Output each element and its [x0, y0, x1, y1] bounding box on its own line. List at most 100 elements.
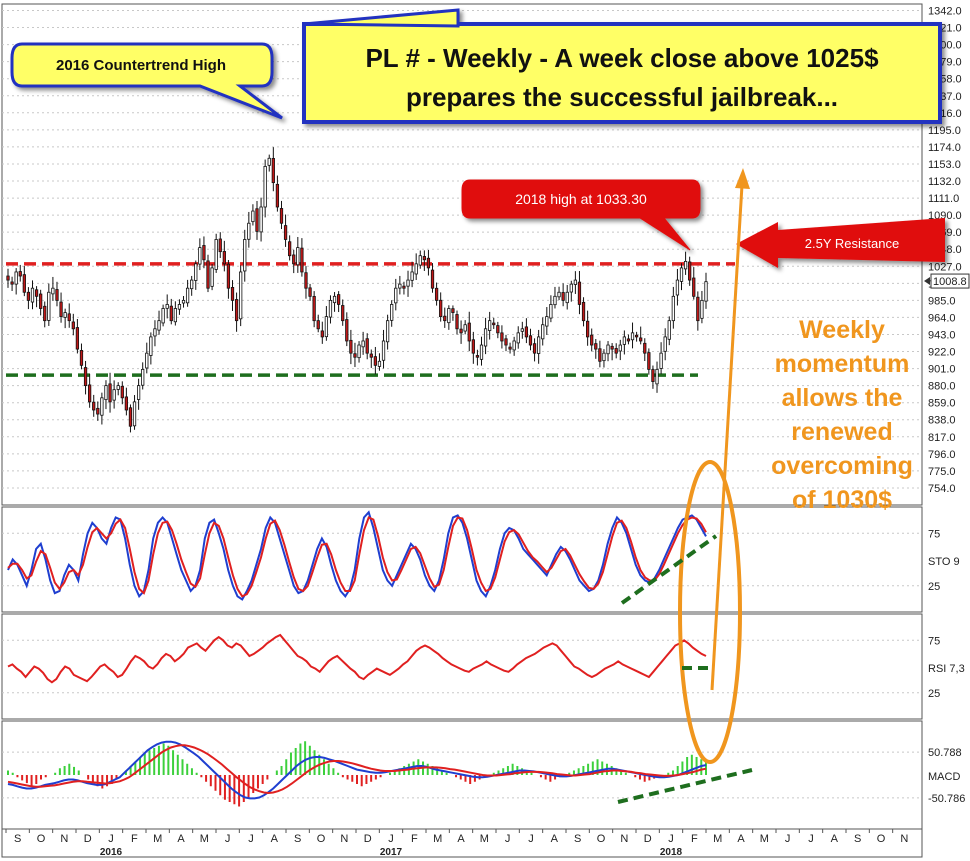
month-label: A: [831, 833, 839, 845]
candle-body: [14, 271, 18, 285]
candle-body: [488, 320, 492, 331]
candle-body: [239, 271, 243, 320]
candle-body: [598, 348, 602, 362]
month-label: S: [854, 833, 861, 845]
candle-body: [483, 328, 488, 347]
candle-body: [561, 292, 565, 301]
candle-body: [630, 332, 635, 341]
candle-body: [565, 291, 569, 304]
candle-body: [279, 208, 284, 224]
candle-body: [430, 269, 435, 289]
candle-body: [141, 368, 145, 386]
candle-body: [394, 287, 398, 304]
month-label: J: [388, 833, 394, 845]
candle-body: [610, 345, 614, 350]
title-box: [302, 8, 942, 124]
candle-body: [296, 247, 300, 266]
resistance-label: 2.5Y Resistance: [805, 236, 899, 251]
candle-body: [373, 356, 377, 366]
candle-body: [381, 340, 386, 361]
momentum-note-line: momentum: [775, 350, 910, 378]
candle-body: [614, 348, 618, 354]
rsi-line: [7, 633, 707, 684]
candle-body: [496, 325, 500, 334]
candle-body: [528, 335, 533, 346]
sto-fast-line: [7, 510, 707, 601]
price-tick-label: 796.0: [928, 449, 956, 461]
candle-body: [577, 281, 582, 305]
candle-body: [79, 350, 84, 366]
candle-body: [18, 271, 22, 277]
price-tick-label: 1153.0: [928, 159, 961, 171]
candle-body: [532, 343, 537, 354]
price-tick-label: 880.0: [928, 381, 956, 393]
month-axis: S O N D J F M A M J J A S O N D J F M A M J J A S O N D J F M A M J J A S O N 2…: [5, 829, 908, 858]
month-label: N: [620, 833, 628, 845]
price-tick-label: 859.0: [928, 398, 956, 410]
month-label: O: [317, 833, 326, 845]
candle-body: [181, 299, 186, 304]
candle-body: [83, 367, 88, 387]
indicator-tick-label: 75: [928, 635, 940, 647]
month-label: D: [364, 833, 372, 845]
indicator-tick-label: 75: [928, 528, 940, 540]
candle-body: [414, 263, 418, 275]
price-tick-label: 1111.0: [928, 193, 959, 205]
candle-body: [508, 346, 512, 350]
candle-body: [586, 320, 590, 338]
candle-body: [602, 352, 606, 362]
month-label: S: [14, 833, 21, 845]
candle-body: [26, 291, 31, 301]
candle-body: [500, 332, 504, 342]
month-label: F: [411, 833, 418, 845]
candle-body: [618, 344, 622, 352]
momentum-note-line: renewed: [791, 418, 892, 446]
candle-body: [667, 320, 671, 340]
month-label: J: [108, 833, 114, 845]
chart-subtitle: prepares the successful jailbreak...: [406, 82, 838, 112]
sto-slow-line: [7, 516, 707, 598]
candle-body: [704, 281, 708, 302]
candle-body: [700, 299, 704, 319]
month-label: O: [37, 833, 46, 845]
momentum-note-line: overcoming: [771, 452, 913, 480]
candle-body: [194, 263, 198, 281]
price-tick-label: 817.0: [928, 432, 956, 444]
price-tick-label: 901.0: [928, 364, 956, 376]
month-label: D: [644, 833, 652, 845]
month-label: J: [528, 833, 534, 845]
month-label: M: [713, 833, 722, 845]
candle-body: [243, 239, 247, 272]
candle-body: [671, 295, 675, 322]
month-label: J: [225, 833, 231, 845]
momentum-note-line: allows the: [782, 384, 903, 412]
year-label: 2016: [100, 847, 123, 858]
candle-body: [639, 337, 643, 342]
candle-body: [634, 334, 639, 338]
candle-body: [226, 263, 231, 289]
candle-body: [308, 287, 312, 297]
month-label: A: [457, 833, 465, 845]
candle-body: [365, 338, 369, 354]
candle-body: [659, 352, 663, 369]
month-label: F: [131, 833, 138, 845]
price-tick-label: 1174.0: [928, 142, 961, 154]
candle-body: [145, 352, 149, 369]
candle-body: [328, 299, 333, 318]
macd-label: MACD: [928, 771, 960, 783]
candle-body: [206, 260, 210, 289]
candle-body: [320, 330, 324, 338]
candle-body: [96, 407, 100, 415]
candle-body: [263, 165, 267, 208]
candle-body: [553, 295, 557, 306]
candle-body: [353, 353, 357, 358]
candle-body: [398, 283, 402, 289]
candle-body: [651, 369, 655, 382]
price-tick-label: 1342.0: [928, 5, 962, 17]
candle-body: [683, 261, 688, 270]
high-2018-callout: [461, 179, 701, 251]
candle-body: [688, 261, 692, 281]
candle-body: [439, 299, 443, 318]
high-2018-label: 2018 high at 1033.30: [515, 191, 647, 207]
